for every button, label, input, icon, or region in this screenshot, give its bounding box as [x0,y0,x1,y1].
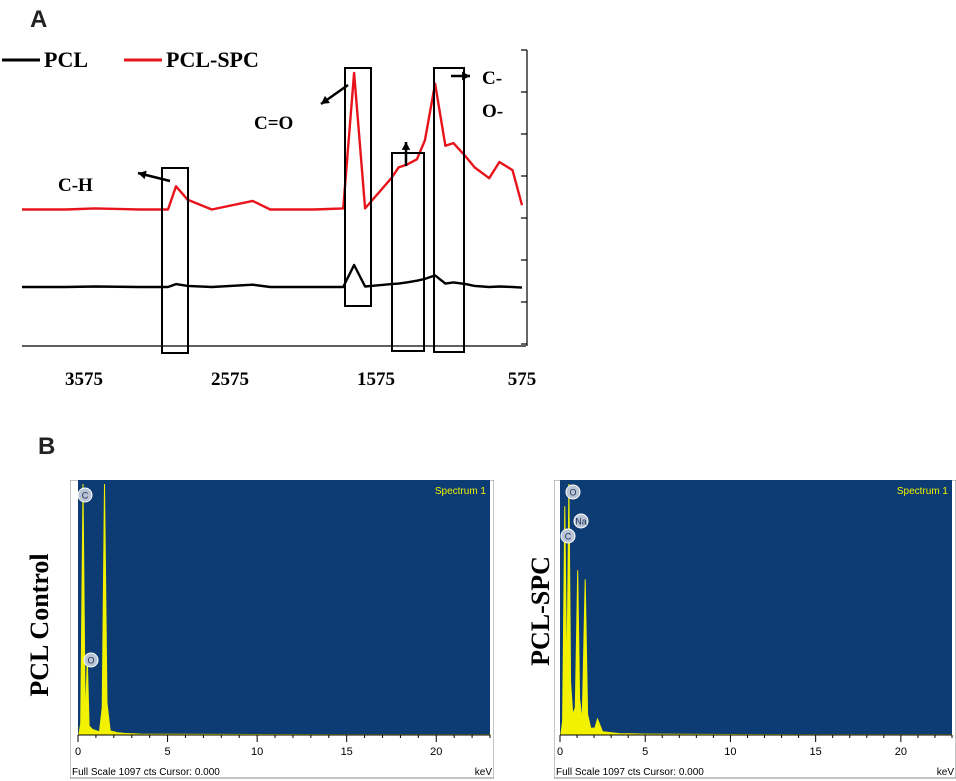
eds-title: Spectrum 1 [897,486,949,497]
element-marker-c [77,487,93,503]
element-label-na: Na [575,517,587,527]
element-label-o: O [569,488,576,498]
eds-plot-area [78,480,490,735]
eds-tick-label-10: 10 [251,746,263,758]
highlight-box-1 [344,67,372,307]
eds-left-ylabel: PCL Control [25,553,54,697]
series-line-pcl [22,263,523,289]
legend-label-pcl: PCL [44,47,88,72]
eds-tick-label-0: 0 [557,746,563,758]
eds-tick-label-5: 5 [165,746,171,758]
eds-footer: Full Scale 1097 cts Cursor: 0.000 [556,767,704,778]
arrow-co-head [321,95,330,104]
x-tick-label-3575: 3575 [65,369,103,390]
arrow-c-o-head [462,71,470,81]
eds-tick-label-15: 15 [341,746,353,758]
x-tick-label-2575: 2575 [211,369,249,390]
highlight-box-0 [161,167,189,354]
eds-title: Spectrum 1 [435,486,487,497]
highlight-box-3 [433,67,465,353]
element-marker-na [573,513,589,529]
element-marker-c [560,528,576,544]
panel-a-letter: A [30,6,48,33]
eds-tick-label-0: 0 [75,746,81,758]
eds-tick-label-20: 20 [895,746,907,758]
element-marker-o [83,652,99,668]
x-tick-label-1575: 1575 [357,369,395,390]
element-label-o: O [87,656,94,666]
eds-tick-label-20: 20 [430,746,442,758]
annotation-co: C=O [254,113,293,134]
highlight-box-2 [391,152,425,352]
annotation-o: O- [482,101,503,122]
eds-right-ylabel: PCL-SPC [526,556,555,666]
element-marker-o [565,484,581,500]
eds-plot-area [560,480,952,735]
eds-tick-label-5: 5 [642,746,648,758]
annotation-c: C- [482,68,502,89]
element-label-c: C [565,532,572,542]
legend-label-pcl-spc: PCL-SPC [166,47,259,72]
element-label-c: C [82,491,89,501]
eds-tick-label-15: 15 [810,746,822,758]
eds-right-chart: Spectrum 1 O CNa 0 5 10 15 20 keV Full Scale 1097… [554,480,956,779]
eds-xlabel: keV [475,767,493,778]
arrow-fingerprint-head [401,142,411,150]
eds-left-chart: Spectrum 1 C O 0 5 10 15 20 keV Full Scale 1097 c… [70,480,494,779]
eds-tick-label-10: 10 [724,746,736,758]
arrow-ch-head [138,170,147,180]
ftir-chart: PCL PCL-SPC 3575 2575 1575 575 C-H C=O C- O- [2,47,537,390]
series-line-pcl-spc [22,71,524,211]
panel-b-letter: B [38,433,56,460]
eds-footer: Full Scale 1097 cts Cursor: 0.000 [72,767,220,778]
annotation-ch: C-H [58,175,93,196]
eds-xlabel: keV [937,767,955,778]
x-tick-label-575: 575 [508,369,537,390]
